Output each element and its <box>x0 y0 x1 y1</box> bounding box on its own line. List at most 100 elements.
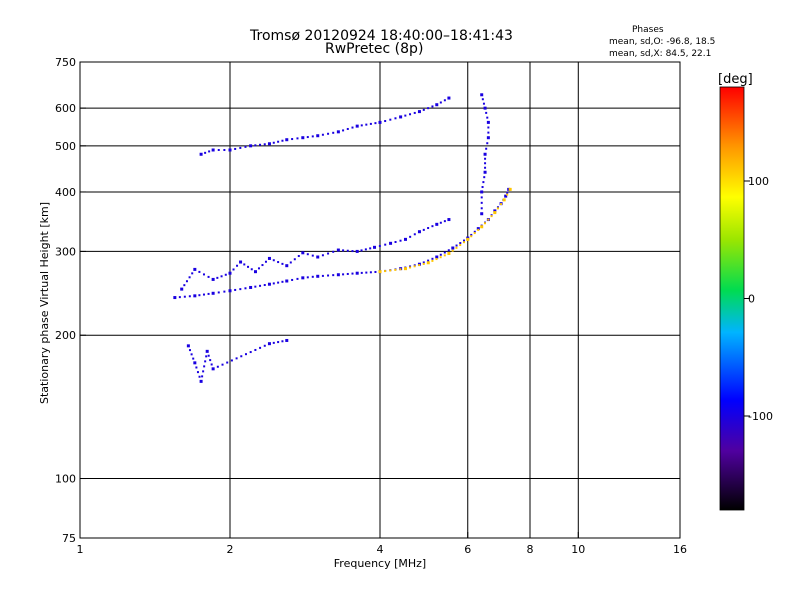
data-point <box>409 235 412 238</box>
data-point <box>243 263 246 266</box>
data-point <box>389 241 393 245</box>
data-point <box>500 203 503 206</box>
data-point <box>506 193 509 196</box>
data-point <box>399 239 402 242</box>
data-point <box>486 136 490 140</box>
data-point <box>480 190 484 194</box>
data-point <box>486 142 489 145</box>
data-point <box>417 110 421 114</box>
data-point <box>285 338 289 342</box>
data-point <box>191 272 194 275</box>
data-point <box>285 264 289 268</box>
data-point <box>409 265 412 268</box>
data-point <box>481 186 484 189</box>
data-point <box>327 274 330 277</box>
data-point <box>316 274 320 278</box>
data-point <box>211 148 215 152</box>
data-point <box>351 272 354 275</box>
data-point <box>198 294 201 297</box>
data-point <box>484 157 487 160</box>
data-point <box>443 251 446 254</box>
data-point <box>234 147 237 150</box>
data-point <box>487 126 490 129</box>
data-point <box>447 96 451 100</box>
data-point <box>455 244 458 247</box>
data-point <box>480 196 483 199</box>
data-point <box>351 250 354 253</box>
colorbar-tick-label: -100 <box>748 410 773 423</box>
data-point <box>455 246 458 249</box>
data-point <box>484 166 487 169</box>
data-point <box>272 141 275 144</box>
data-point <box>369 271 372 274</box>
data-point <box>228 289 232 293</box>
data-point <box>394 117 397 120</box>
data-point <box>470 235 473 238</box>
data-point <box>431 257 434 260</box>
data-point <box>236 264 239 267</box>
data-point <box>384 270 387 273</box>
data-point <box>409 113 412 116</box>
data-point <box>355 124 359 128</box>
data-point <box>374 270 377 273</box>
data-point <box>249 351 252 354</box>
grid-lines <box>80 62 680 538</box>
y-axis-label: Stationary phase Virtual Height [km] <box>38 202 51 404</box>
data-point <box>394 268 397 271</box>
data-point <box>480 207 483 210</box>
data-point <box>261 264 264 267</box>
data-point <box>451 246 455 250</box>
data-point <box>483 222 486 225</box>
data-point <box>198 270 201 273</box>
data-point <box>216 365 219 368</box>
data-point <box>192 357 195 360</box>
data-point <box>336 130 340 134</box>
data-point <box>427 259 430 262</box>
data-point <box>311 254 314 257</box>
data-point <box>413 111 416 114</box>
colorbar-tick-label: 100 <box>748 175 769 188</box>
x-tick-label: 8 <box>527 543 534 556</box>
data-point <box>311 135 314 138</box>
data-point <box>244 145 247 148</box>
data-point <box>360 124 363 127</box>
data-point <box>462 241 465 244</box>
data-point <box>301 251 305 255</box>
data-point <box>480 212 484 216</box>
data-point <box>447 218 451 222</box>
data-point <box>384 120 387 123</box>
data-point <box>272 259 275 262</box>
data-point <box>188 276 191 279</box>
data-point <box>259 346 262 349</box>
data-point <box>321 254 324 257</box>
data-point <box>483 176 486 179</box>
data-point <box>244 287 247 290</box>
data-point <box>443 254 446 257</box>
data-point <box>493 209 497 213</box>
colorbar: [deg] 100 0 -100 <box>718 72 773 511</box>
colorbar-tick-label: 0 <box>748 293 755 306</box>
data-point <box>336 273 340 277</box>
x-tick-label: 2 <box>227 543 234 556</box>
data-point <box>281 340 284 343</box>
data-point <box>447 249 450 252</box>
data-point <box>439 221 442 224</box>
data-point <box>435 255 439 259</box>
data-point <box>254 285 257 288</box>
data-point <box>239 146 242 149</box>
data-point <box>185 280 188 283</box>
data-point <box>389 118 392 121</box>
data-point <box>473 230 476 233</box>
data-point <box>321 274 324 277</box>
data-point <box>496 206 499 209</box>
data-point <box>205 349 209 353</box>
data-point <box>254 144 257 147</box>
data-point <box>466 237 470 241</box>
data-point <box>470 233 473 236</box>
data-point <box>281 139 284 142</box>
data-point <box>263 284 266 287</box>
data-point <box>188 349 191 352</box>
data-point <box>285 279 289 283</box>
data-point <box>483 170 487 174</box>
